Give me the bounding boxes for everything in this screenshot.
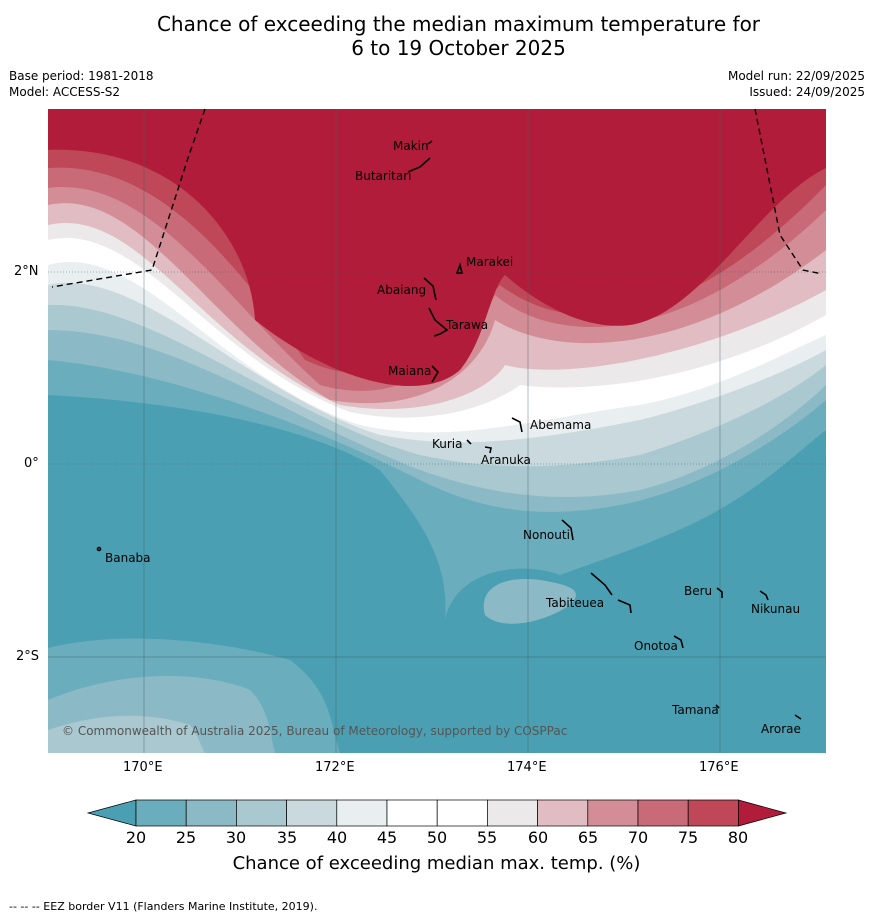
island-nikunau [759,590,769,601]
island-kuria [466,439,472,445]
colorbar-title: Chance of exceeding median max. temp. (%… [232,853,641,874]
colorbar-tick: 65 [577,828,599,847]
region-below-20-east [444,430,826,753]
island-maiana [431,365,440,383]
label-aranuka: Aranuka [481,453,531,467]
colorbar-min-arrow [86,799,137,827]
eez-border [51,108,823,288]
region-above-80 [48,109,826,386]
islands [96,140,802,720]
colorbar-tick: 25 [175,828,197,847]
label-tarawa: Tarawa [446,318,489,332]
label-nonouti: Nonouti [523,528,570,542]
island-abemama [511,417,523,433]
colorbar-tick: 75 [677,828,699,847]
label-tamana: Tamana [672,703,719,717]
footer-legend: -- -- -- EEZ border V11 (Flanders Marine… [9,900,318,913]
graticule [48,109,826,753]
colorbar-segment-35-40 [286,799,338,827]
island-marakei [455,262,464,274]
colorbar-tick: 60 [527,828,549,847]
eez-border-west [51,108,206,288]
colorbar-tick: 35 [276,828,298,847]
metadata-left: Base period: 1981-2018 Model: ACCESS-S2 [9,68,154,100]
island-tamana [715,704,720,709]
label-makin: Makin [393,139,429,153]
island-beru [716,587,723,598]
colorbar-tick: 70 [627,828,649,847]
colorbar [86,799,788,827]
label-beru: Beru [684,584,713,598]
colorbar-segment-60-65 [537,799,589,827]
eez-border-east [754,108,823,275]
label-kuria: Kuria [432,437,463,451]
lon-label-172e: 172°E [315,760,355,775]
lon-label-176e: 176°E [699,760,739,775]
colorbar-tick: 80 [727,828,749,847]
label-abaiang: Abaiang [377,283,427,297]
island-abaiang [423,277,437,301]
colorbar-tick: 45 [376,828,398,847]
colorbar-segment-45-50 [386,799,438,827]
island-nonouti [561,519,574,541]
island-tarawa [428,307,449,337]
model-name: Model: ACCESS-S2 [9,85,121,99]
colorbar-segment-25-30 [185,799,237,827]
island-onotoa [673,635,684,649]
lat-label-0: 0° [24,456,39,471]
region-30-35-southwest [48,715,205,753]
island-aranuka [484,446,492,454]
lat-label-2s: 2°S [16,649,40,664]
colorbar-segment-20-25 [135,799,187,827]
label-marakei: Marakei [466,255,514,269]
colorbar-tick: 40 [326,828,348,847]
probability-field [48,109,826,753]
island-tabiteuea [590,572,632,614]
island-butaritari [407,157,431,173]
colorbar-segment-50-55 [436,799,488,827]
model-run: Model run: 22/09/2025 [727,69,865,83]
label-tabiteuea: Tabiteuea [546,596,605,610]
label-nikunau: Nikunau [751,602,801,616]
island-arorae [794,714,802,720]
colorbar-tick: 50 [426,828,448,847]
colorbar-segment-70-75 [637,799,689,827]
lon-label-174e: 174°E [507,760,547,775]
label-maiana: Maiana [388,364,432,378]
copyright-notice: © Commonwealth of Australia 2025, Bureau… [62,724,568,738]
label-banaba: Banaba [105,551,151,565]
map-title: Chance of exceeding the median maximum t… [0,12,873,60]
region-25-30-patch [483,579,576,624]
colorbar-segment-55-60 [487,799,538,827]
label-onotoa: Onotoa [634,639,678,653]
metadata-right: Model run: 22/09/2025 Issued: 24/09/2025 [728,68,865,100]
label-arorae: Arorae [761,722,801,736]
lat-label-2n: 2°N [14,264,39,279]
title-line-2: 6 to 19 October 2025 [351,36,566,60]
lon-label-170e: 170°E [123,760,163,775]
label-abemama: Abemama [530,418,592,432]
colorbar-max-arrow [738,799,788,827]
base-period: Base period: 1981-2018 [9,69,154,83]
colorbar-segment-30-35 [236,799,287,827]
island-makin [427,140,433,145]
colorbar-tick: 55 [476,828,498,847]
title-line-1: Chance of exceeding the median maximum t… [156,12,761,36]
island-banaba [96,546,102,552]
colorbar-tick: 30 [225,828,247,847]
colorbar-tick: 20 [125,828,147,847]
colorbar-segment-40-45 [336,799,388,827]
label-butaritari: Butaritari [355,169,412,183]
colorbar-segment-75-80 [687,799,739,827]
issued-date: Issued: 24/09/2025 [749,85,865,99]
colorbar-segment-65-70 [587,799,639,827]
